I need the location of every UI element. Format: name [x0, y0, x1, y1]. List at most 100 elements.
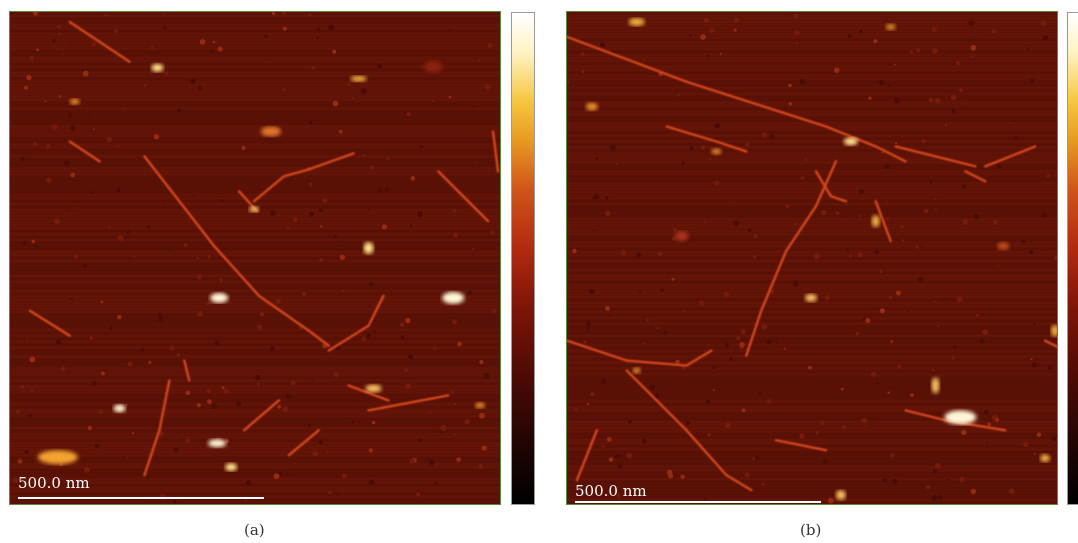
speckle: [822, 458, 828, 464]
speckle: [132, 255, 136, 258]
scan-streak: [567, 439, 1057, 442]
speckle: [328, 24, 335, 31]
speckle: [593, 229, 595, 232]
speckle: [164, 71, 169, 75]
scan-streak: [567, 490, 1057, 493]
speckle: [656, 326, 659, 330]
speckle: [923, 208, 929, 214]
speckle: [886, 200, 889, 203]
scan-streak: [10, 257, 500, 259]
speckle: [983, 409, 989, 415]
scan-streak: [567, 481, 1057, 484]
speckle: [732, 201, 735, 204]
speckle: [409, 458, 415, 464]
scan-streak: [567, 328, 1057, 331]
speckle: [101, 371, 105, 376]
speckle: [70, 125, 76, 131]
speckle: [117, 314, 122, 320]
speckle: [1042, 35, 1049, 41]
speckle: [88, 113, 91, 116]
scan-streak: [567, 382, 1057, 385]
speckle: [224, 388, 229, 394]
scan-streak: [10, 152, 500, 155]
speckle: [795, 41, 799, 44]
scan-streak: [567, 119, 1057, 122]
speckle: [766, 399, 771, 404]
scan-streak: [567, 194, 1057, 197]
scan-streak: [10, 86, 500, 89]
scan-streak: [10, 12, 500, 14]
scan-streak: [567, 376, 1057, 379]
scan-streak: [10, 328, 500, 331]
speckle: [448, 95, 452, 99]
speckle: [754, 455, 760, 460]
scan-streak: [567, 257, 1057, 259]
scan-streak: [567, 161, 1057, 164]
speckle: [959, 88, 964, 93]
speckle: [800, 176, 805, 181]
scan-streak: [567, 286, 1057, 289]
speckle: [29, 356, 36, 363]
scan-streak: [10, 460, 500, 463]
speckle: [895, 290, 901, 296]
speckle: [338, 129, 343, 134]
speckle: [452, 319, 457, 325]
speckle: [882, 478, 887, 483]
speckle: [577, 340, 580, 343]
speckle: [608, 457, 614, 462]
speckle: [308, 13, 312, 17]
scan-streak: [10, 271, 500, 274]
speckle: [150, 46, 154, 50]
speckle: [450, 390, 455, 394]
scan-streak: [10, 131, 500, 134]
speckle: [815, 431, 819, 435]
scan-streak: [10, 436, 500, 439]
speckle: [244, 499, 247, 502]
speckle: [126, 456, 129, 459]
speckle: [439, 429, 443, 434]
speckle: [700, 145, 706, 150]
scan-streak: [10, 346, 500, 349]
scan-streak: [567, 310, 1057, 313]
speckle: [351, 97, 354, 100]
scan-streak: [10, 406, 500, 409]
speckle: [256, 382, 260, 387]
scan-streak: [567, 17, 1057, 20]
speckle: [848, 254, 853, 258]
speckle: [207, 254, 212, 259]
speckle: [946, 478, 949, 481]
speckle: [942, 297, 945, 300]
scan-streak: [567, 412, 1057, 415]
scan-streak: [567, 248, 1057, 251]
scan-streak: [567, 74, 1057, 77]
speckle: [292, 473, 295, 476]
scan-streak: [10, 23, 500, 26]
speckle: [15, 409, 20, 414]
scan-streak: [10, 236, 500, 239]
speckle: [890, 453, 895, 458]
scan-streak: [10, 212, 500, 215]
speckle: [30, 388, 34, 392]
scan-streak: [10, 280, 500, 283]
speckle: [1012, 148, 1014, 150]
scan-streak: [567, 415, 1057, 418]
speckle: [931, 368, 935, 372]
speckle: [932, 48, 938, 54]
speckle: [794, 222, 798, 226]
scan-streak: [567, 170, 1057, 173]
scan-streak: [10, 140, 500, 143]
scan-streak: [567, 80, 1057, 83]
scan-streak: [567, 367, 1057, 370]
speckle: [33, 12, 39, 16]
speckle: [683, 309, 686, 312]
scan-streak: [567, 478, 1057, 481]
speckle: [481, 445, 487, 451]
scale-label-a: 500.0 nm: [18, 474, 90, 492]
speckle: [689, 145, 694, 150]
scan-streak: [10, 20, 500, 23]
speckle: [680, 474, 685, 479]
speckle: [706, 54, 709, 58]
scan-streak: [567, 337, 1057, 340]
speckle: [483, 372, 490, 379]
speckle: [920, 246, 923, 249]
